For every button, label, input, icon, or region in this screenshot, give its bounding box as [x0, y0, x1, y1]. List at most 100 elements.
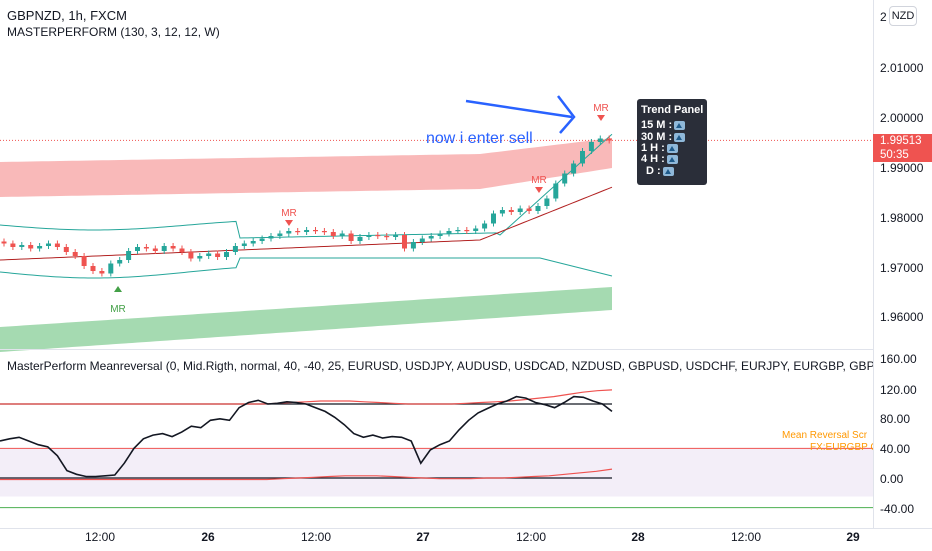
candle-body	[499, 210, 505, 214]
candle-body	[517, 208, 523, 212]
time-tick: 12:00	[730, 530, 762, 544]
mr-marker-label: MR	[110, 304, 126, 315]
bands-layer	[0, 133, 613, 352]
candle-body	[508, 210, 514, 212]
candle-body	[54, 243, 60, 247]
time-tick: 12:00	[84, 530, 116, 544]
candle-body	[241, 243, 247, 246]
price-tick: 1.98000	[880, 211, 924, 225]
price-tick: 2.01000	[880, 61, 924, 75]
time-axis[interactable]	[0, 528, 932, 551]
trend-panel-title: Trend Panel	[641, 104, 704, 116]
time-tick-date: 27	[416, 530, 430, 544]
trend-row-label: 4 H :	[641, 153, 665, 165]
mean-reversal-label: Mean Reversal Scr	[782, 430, 868, 441]
up-arrow-icon	[662, 166, 674, 176]
candle-body	[304, 230, 310, 232]
candle-body	[491, 213, 496, 224]
sell-marker-triangle	[597, 115, 605, 121]
oscillator-line	[0, 395, 613, 478]
last-price-tag: 1.99513 50:35	[873, 134, 932, 162]
candle-body	[437, 233, 443, 236]
oscillator-title[interactable]: MasterPerform Meanreversal (0, Mid.Rigth…	[7, 359, 873, 373]
markers-layer: MR MR MR MR	[110, 103, 609, 315]
osc-tick: 0.00	[880, 472, 904, 486]
time-tick: 12:00	[300, 530, 332, 544]
candle-body	[268, 236, 274, 239]
indicator-title[interactable]: MASTERPERFORM (130, 3, 12, 12, W)	[7, 25, 220, 39]
sell-marker-triangle	[535, 187, 543, 193]
candle-body	[250, 241, 256, 244]
candle-body	[215, 253, 221, 257]
candle-body	[232, 246, 238, 252]
candle-body	[117, 260, 123, 264]
candle-body	[419, 238, 425, 242]
candle-body	[393, 235, 399, 237]
price-tick: 1.96000	[880, 310, 924, 324]
oscillator-layer	[0, 389, 873, 509]
candle-body	[544, 198, 550, 206]
candle-body	[473, 228, 479, 231]
price-tick: 1.99000	[880, 161, 924, 175]
currency-badge[interactable]: NZD	[889, 6, 917, 26]
candle-body	[597, 138, 603, 142]
candle-body	[161, 246, 167, 251]
candle-body	[402, 235, 407, 249]
oscillator-lower-band	[0, 468, 613, 481]
price-tick: 2.00000	[880, 111, 924, 125]
candle-body	[63, 247, 69, 252]
osc-tick: 120.00	[880, 383, 917, 397]
candle-body	[588, 142, 594, 151]
candle-body	[384, 236, 390, 238]
candle-body	[19, 245, 25, 247]
candle-body	[428, 236, 434, 239]
candle-body	[224, 252, 229, 257]
price-axis[interactable]	[873, 0, 932, 528]
oscillator-upper-band	[0, 389, 613, 405]
mr-marker-label: MR	[281, 208, 297, 219]
candle-body	[81, 256, 87, 266]
candle-body	[553, 183, 559, 199]
drawing-layer	[465, 95, 576, 134]
mr-marker-label: MR	[531, 175, 547, 186]
osc-tick: 40.00	[880, 442, 911, 456]
time-tick-date: 26	[201, 530, 215, 544]
candle-body	[606, 138, 612, 141]
candle-body	[366, 235, 372, 237]
candles-layer	[1, 135, 612, 277]
oscillator-zone	[0, 448, 873, 497]
annotation-arrow-head	[557, 95, 576, 134]
candle-body	[313, 230, 318, 232]
pane-separator[interactable]	[0, 349, 932, 350]
trend-row-label: 15 M :	[641, 119, 673, 131]
candle-body	[535, 206, 541, 211]
time-tick-date: 29	[846, 530, 860, 544]
trend-row-1h: 1 H :	[641, 142, 678, 154]
symbol-title[interactable]: GBPNZD, 1h, FXCM	[7, 8, 127, 23]
upper-band-cloud	[0, 138, 612, 197]
lower-envelope-line	[0, 257, 613, 279]
candle-body	[152, 248, 158, 251]
trend-row-4h: 4 H :	[641, 153, 678, 165]
candle-body	[410, 242, 416, 249]
candle-body	[188, 252, 194, 259]
candle-body	[37, 246, 43, 249]
up-arrow-icon	[666, 154, 678, 164]
sell-marker-triangle	[285, 220, 293, 226]
candle-body	[375, 235, 381, 237]
osc-tick: 80.00	[880, 412, 911, 426]
candle-body	[348, 233, 354, 241]
up-arrow-icon	[674, 132, 686, 142]
candle-body	[330, 232, 336, 236]
trend-row-d: D :	[641, 165, 674, 177]
candle-body	[464, 230, 470, 232]
candle-body	[580, 151, 585, 164]
candle-body	[1, 241, 7, 244]
annotation-text[interactable]: now i enter sell	[426, 130, 533, 147]
trend-row-15m: 15 M :	[641, 119, 686, 131]
price-tick: 1.97000	[880, 261, 924, 275]
candle-body	[259, 238, 265, 241]
candle-body	[446, 231, 452, 234]
